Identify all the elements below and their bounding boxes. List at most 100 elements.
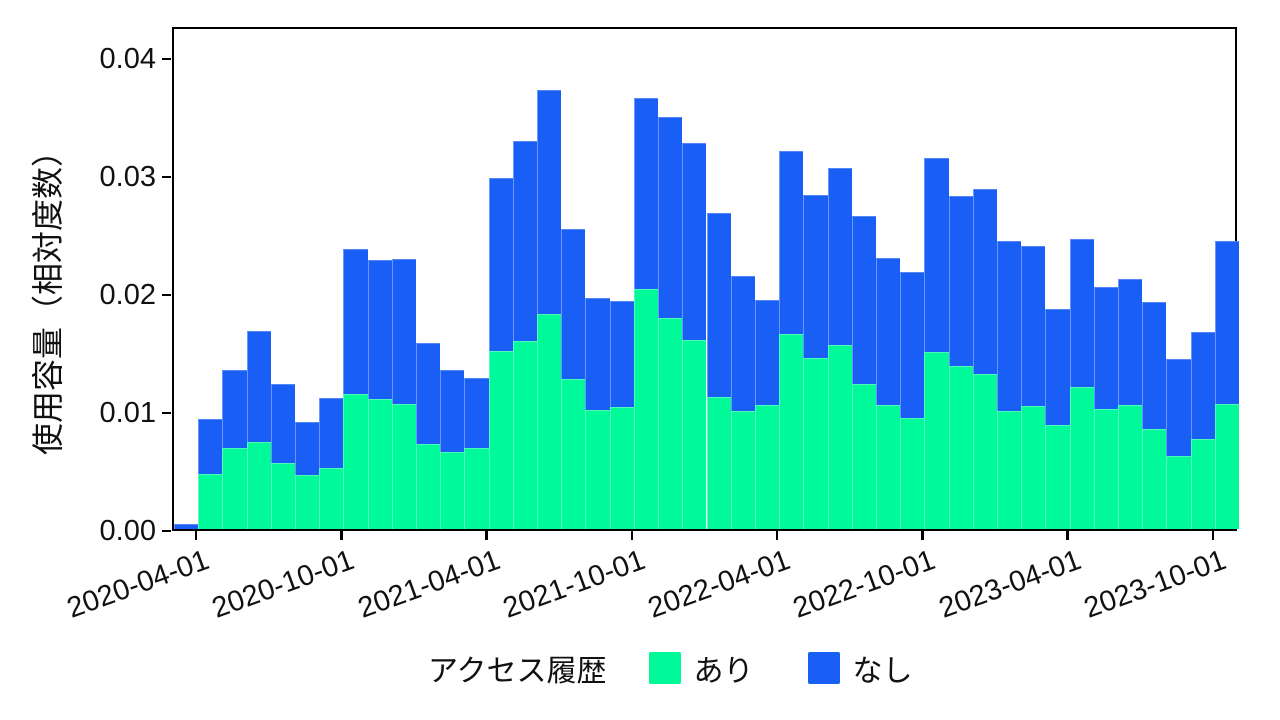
bar [270,383,296,529]
bar-segment-nashi [754,300,780,406]
bar [1069,238,1094,529]
bar [1117,278,1143,529]
bar [682,143,707,529]
x-tick-label: 2020-04-01 [63,543,214,625]
bar-segment-nashi [367,259,392,400]
bar-segment-ari [1190,439,1215,529]
bar [343,249,368,529]
y-tick-mark [162,411,171,415]
bar-segment-nashi [174,524,199,529]
bar-segment-nashi [658,117,683,318]
bar-segment-ari [367,399,392,529]
bar-segment-ari [416,444,441,529]
bar-segment-nashi [440,369,465,453]
bar-segment-nashi [1021,245,1046,407]
x-tick-mark [630,531,634,540]
bar-segment-ari [1021,406,1046,529]
bar-segment-ari [658,317,683,529]
bar [488,178,513,529]
bar [633,98,659,529]
bar [706,212,731,529]
bar-segment-ari [730,410,755,529]
bar-segment-ari [295,474,320,529]
bar-segment-ari [343,394,368,529]
y-tick-label: 0.00 [99,515,156,547]
bar [198,419,223,529]
bar-segment-nashi [803,194,828,358]
legend-swatch-nashi [807,652,840,684]
bar [367,259,392,529]
bar-segment-ari [391,403,417,529]
bar-segment-ari [706,396,731,529]
bar-segment-ari [270,462,296,529]
legend-label-nashi: なし [852,655,913,688]
bar-segment-ari [464,447,489,529]
bar-segment-ari [924,351,949,529]
bar-segment-nashi [416,342,441,445]
bar [730,276,755,529]
bar [1021,245,1046,529]
bar-segment-ari [682,340,707,529]
bar-segment-ari [319,467,344,529]
bar-segment-nashi [270,383,296,463]
bar [246,330,271,529]
x-tick-label: 2023-10-01 [1079,543,1231,625]
bar-segment-ari [1117,405,1143,529]
x-tick-label: 2022-10-01 [789,543,940,625]
legend-item-ari: あり [648,646,754,690]
bar [779,151,804,529]
x-tick-mark [194,531,198,540]
bar-segment-ari [1166,455,1191,529]
bar [1093,287,1118,529]
y-tick-label: 0.04 [99,42,156,75]
bar [827,167,852,529]
bar-segment-nashi [779,151,804,335]
bar-segment-nashi [682,143,707,341]
bar-segment-nashi [972,189,997,375]
bar-segment-nashi [585,297,610,410]
bar [222,369,247,529]
bar-segment-ari [1045,425,1070,529]
bar-segment-nashi [948,196,973,367]
bar-segment-ari [827,344,852,529]
bar-segment-ari [948,366,973,529]
x-tick-mark [921,531,924,540]
x-tick-mark [1211,531,1215,540]
bar-segment-nashi [609,301,634,408]
x-tick-label: 2021-04-01 [353,543,504,625]
bar-segment-nashi [319,398,344,468]
bar [658,117,683,529]
bar-segment-ari [633,289,659,529]
bar-segment-ari [198,473,223,529]
y-tick-mark [162,57,171,61]
bar-segment-nashi [198,419,223,474]
bar-segment-ari [851,383,876,529]
bar [391,258,417,529]
bar-segment-nashi [1093,287,1118,409]
bar-segment-nashi [851,216,876,384]
bar [1045,309,1070,529]
bar [464,377,489,529]
y-tick-mark [162,529,171,533]
bar-segment-nashi [295,421,320,475]
bar-segment-nashi [246,330,271,442]
x-tick-label: 2020-10-01 [208,543,359,625]
bar-segment-ari [537,314,562,529]
y-tick-label: 0.03 [99,160,156,193]
x-tick-label: 2022-04-01 [644,543,795,625]
bar [1166,359,1191,529]
x-tick-mark [775,531,779,540]
bar [996,241,1022,529]
bar-segment-ari [1093,408,1118,529]
y-tick-label: 0.01 [99,396,156,429]
bar-segment-nashi [633,98,659,290]
bar-segment-ari [440,452,465,529]
bar-segment-ari [1214,403,1239,529]
bar-segment-nashi [900,271,925,419]
legend-label-ari: あり [693,655,754,688]
legend: アクセス履歴 あり なし [428,646,913,690]
bar-segment-nashi [1142,302,1167,429]
legend-item-nashi: なし [807,646,913,690]
bar-segment-nashi [561,229,586,380]
bar-segment-ari [1069,387,1094,529]
